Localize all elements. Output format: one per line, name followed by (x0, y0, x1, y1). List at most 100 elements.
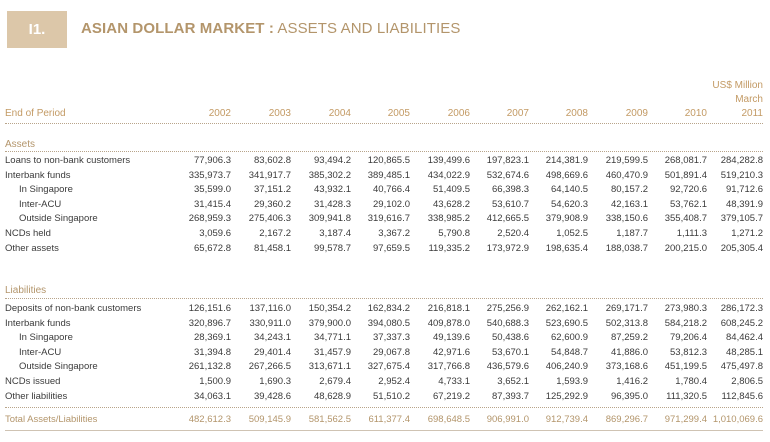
column-header-row: End of Period 2002 2003 2004 2005 2006 2… (5, 108, 763, 122)
table-cell: 406,240.9 (545, 361, 588, 373)
table-row: Deposits of non-bank customers 126,151.6 1… (5, 303, 763, 315)
table-cell: 698,648.5 (427, 414, 470, 425)
table-cell: 97,659.5 (373, 242, 410, 254)
table-cell: 2,167.2 (259, 228, 291, 239)
table-cell: 498,669.6 (545, 169, 588, 181)
row-label: Outside Singapore (19, 213, 98, 225)
table-cell: 330,911.0 (249, 317, 291, 329)
table-cell: 48,285.1 (726, 346, 763, 358)
table-cell: 261,132.8 (188, 361, 231, 373)
table-cell: 31,394.8 (194, 346, 231, 358)
table-cell: 83,602.8 (254, 155, 291, 166)
table-cell: 869,296.7 (605, 414, 648, 425)
table-cell: 1,500.9 (199, 376, 231, 387)
table-cell: 96,395.0 (611, 390, 648, 402)
page-title-rest: ASSETS AND LIABILITIES (273, 20, 461, 37)
table-cell: 320,896.7 (188, 317, 231, 329)
table-cell: 338,985.2 (427, 213, 470, 225)
table-row: Other assets 65,672.8 81,458.1 99,578.7 97,6… (5, 243, 763, 255)
table-cell: 53,812.3 (670, 346, 707, 358)
table-cell: 137,116.0 (249, 303, 291, 314)
table-cell: 284,282.8 (720, 155, 763, 166)
table-cell: 53,670.1 (492, 346, 529, 358)
table-row: Inter-ACU 31,415.4 29,360.2 31,428.3 29,102.… (5, 199, 763, 211)
table-cell: 65,672.8 (194, 242, 231, 254)
table-cell: 31,428.3 (314, 198, 351, 210)
table-cell: 267,266.5 (248, 361, 291, 373)
table-cell: 451,199.5 (664, 361, 707, 373)
table-cell: 519,210.3 (720, 169, 763, 181)
table-row: NCDs held 3,059.6 2,167.2 3,187.4 3,367.2 5,7… (5, 228, 763, 240)
table-cell: 42,971.6 (433, 346, 470, 358)
table-cell: 119,335.2 (428, 242, 470, 254)
table-cell: 34,771.1 (314, 332, 351, 344)
table-cell: 40,766.4 (373, 184, 410, 196)
year-header: 2007 (506, 108, 529, 119)
table-cell: 4,733.1 (438, 376, 470, 387)
table-cell: 501,891.4 (664, 169, 707, 181)
row-label: Other liabilities (5, 390, 68, 402)
table-cell: 409,878.0 (427, 317, 470, 329)
table-cell: 42,163.1 (611, 198, 648, 210)
table-cell: 460,470.9 (605, 169, 648, 181)
table-cell: 3,652.1 (497, 376, 529, 387)
table-cell: 509,145.9 (248, 414, 291, 425)
year-header: 2008 (565, 108, 588, 119)
table-cell: 43,932.1 (314, 184, 351, 196)
table-cell: 81,458.1 (254, 242, 291, 254)
table-cell: 29,401.4 (254, 346, 291, 358)
table-cell: 319,616.7 (367, 213, 410, 225)
table-cell: 3,187.4 (319, 228, 351, 239)
table-cell: 219,599.5 (605, 155, 648, 166)
table-cell: 37,151.2 (254, 184, 291, 196)
year-header: 2005 (387, 108, 410, 119)
table-cell: 87,393.7 (492, 390, 529, 402)
table-cell: 92,720.6 (670, 184, 707, 196)
table-cell: 379,908.9 (545, 213, 588, 225)
year-header: 2006 (447, 108, 470, 119)
table-cell: 341,917.7 (248, 169, 291, 181)
table-cell: 608,245.2 (720, 317, 763, 329)
table-cell: 2,806.5 (731, 376, 763, 387)
header-divider (5, 123, 763, 124)
row-label: Deposits of non-bank customers (5, 303, 142, 314)
table-cell: 53,610.7 (492, 198, 529, 210)
table-cell: 611,377.4 (368, 414, 410, 425)
row-label: Inter-ACU (19, 346, 62, 358)
table-cell: 412,665.5 (486, 213, 529, 225)
table-cell: 268,959.3 (188, 213, 231, 225)
table-cell: 53,762.1 (670, 198, 707, 210)
year-header: 2009 (625, 108, 648, 119)
table-cell: 1,780.4 (675, 376, 707, 387)
table-cell: 1,010,069.6 (712, 414, 763, 425)
table-cell: 43,628.2 (433, 198, 470, 210)
table-cell: 67,219.2 (433, 390, 470, 402)
table-cell: 1,690.3 (259, 376, 291, 387)
period-month: March (735, 94, 763, 105)
table-cell: 64,140.5 (551, 184, 588, 196)
row-label: Interbank funds (5, 317, 71, 329)
table-cell: 28,369.1 (194, 332, 231, 344)
table-cell: 385,302.2 (308, 169, 351, 181)
table-cell: 2,679.4 (319, 376, 351, 387)
total-row: Total Assets/Liabilities 482,612.3 509,1… (5, 414, 763, 426)
table-cell: 1,052.5 (556, 228, 588, 239)
table-cell: 39,428.6 (254, 390, 291, 402)
table-cell: 31,415.4 (194, 198, 231, 210)
table-cell: 3,059.6 (199, 228, 231, 239)
table-cell: 540,688.3 (486, 317, 529, 329)
table-cell: 1,593.9 (556, 376, 588, 387)
table-cell: 273,980.3 (664, 303, 707, 314)
year-header: 2010 (684, 108, 707, 119)
table-cell: 355,408.7 (664, 213, 707, 225)
table-cell: 37,337.3 (373, 332, 410, 344)
table-cell: 200,215.0 (664, 242, 707, 254)
table-cell: 51,510.2 (373, 390, 410, 402)
table-cell: 80,157.2 (611, 184, 648, 196)
table-cell: 532,674.6 (486, 169, 529, 181)
liabilities-heading: Liabilities (5, 285, 47, 296)
table-cell: 523,690.5 (545, 317, 588, 329)
table-cell: 269,171.7 (605, 303, 648, 314)
table-cell: 197,823.1 (486, 155, 529, 166)
table-row: Interbank funds 320,896.7 330,911.0 379,900… (5, 318, 763, 330)
